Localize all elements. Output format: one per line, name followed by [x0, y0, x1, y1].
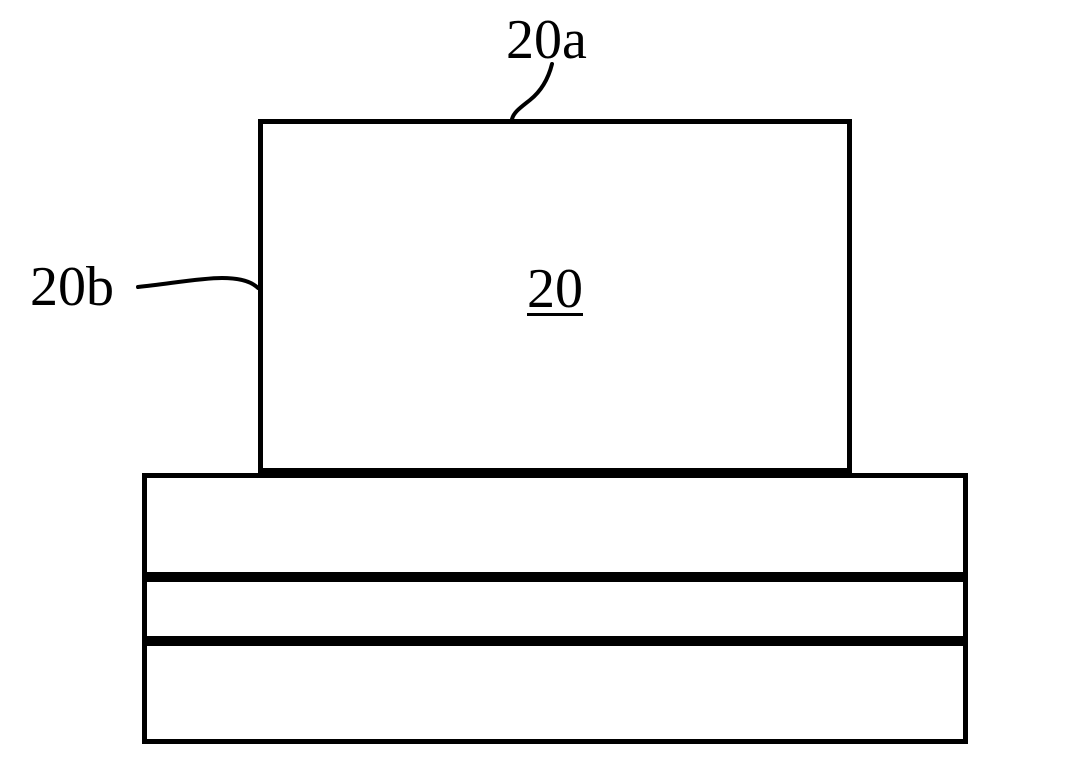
main-block-label: 20 — [527, 257, 583, 321]
left-sidewall-label: 20b — [30, 255, 114, 319]
top-surface-label: 20a — [506, 8, 587, 72]
layer-3 — [142, 641, 968, 744]
diagram-canvas: 20 20a 20b — [0, 0, 1092, 776]
layer-2 — [142, 577, 968, 641]
layer-1 — [142, 473, 968, 577]
